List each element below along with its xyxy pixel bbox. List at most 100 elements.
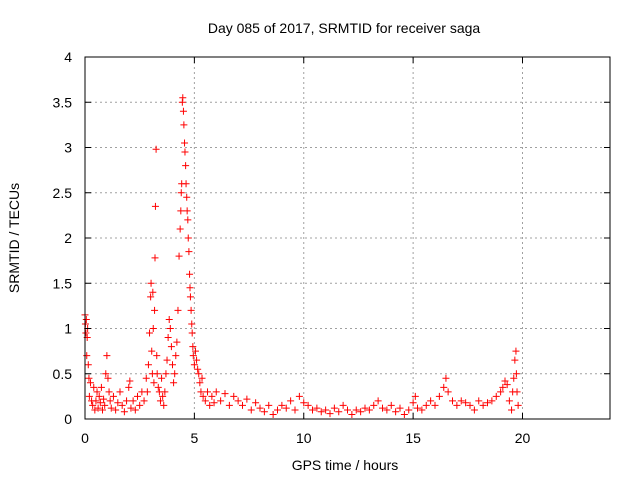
data-point	[99, 406, 106, 414]
data-point	[269, 410, 277, 418]
data-point	[188, 320, 196, 328]
data-point	[164, 334, 172, 342]
x-axis-title: GPS time / hours	[292, 457, 399, 473]
data-point	[440, 383, 448, 391]
chart-title: Day 085 of 2017, SRMTID for receiver sag…	[208, 20, 481, 36]
data-point	[265, 401, 273, 409]
data-point	[162, 370, 170, 378]
data-point	[181, 148, 189, 156]
data-point	[422, 401, 430, 409]
data-point	[206, 401, 214, 409]
data-point	[159, 392, 167, 400]
data-point	[148, 347, 156, 355]
data-point	[114, 399, 122, 407]
data-point	[196, 379, 204, 387]
data-point	[156, 397, 164, 405]
data-point	[365, 406, 373, 414]
data-point	[387, 401, 395, 409]
data-point	[182, 180, 190, 188]
data-point	[160, 401, 168, 409]
data-point	[151, 202, 159, 210]
data-point	[239, 401, 246, 409]
data-point	[383, 406, 391, 414]
data-point	[184, 234, 192, 242]
data-point	[143, 388, 151, 396]
data-point	[361, 404, 369, 412]
data-point	[129, 397, 137, 405]
data-point	[210, 399, 218, 407]
data-point	[396, 404, 404, 412]
data-point	[514, 401, 522, 409]
data-point	[149, 288, 157, 296]
data-point	[144, 361, 152, 369]
data-point	[201, 397, 209, 405]
data-point	[172, 352, 180, 360]
data-point	[511, 356, 519, 364]
data-point	[449, 397, 456, 405]
data-point	[282, 404, 290, 412]
data-point	[435, 392, 443, 400]
x-tick-label: 15	[405, 430, 421, 446]
data-point	[287, 397, 295, 405]
data-point	[221, 390, 229, 398]
data-point	[97, 383, 105, 391]
data-point	[170, 379, 178, 387]
data-point	[125, 383, 133, 391]
x-tick-label: 5	[190, 430, 198, 446]
data-point	[153, 352, 161, 360]
data-point	[247, 406, 255, 414]
data-point	[492, 392, 500, 400]
data-point	[501, 377, 509, 385]
data-point	[166, 325, 174, 332]
data-point	[136, 401, 144, 409]
data-point	[339, 401, 347, 409]
data-point	[186, 270, 194, 278]
data-point	[405, 406, 413, 414]
data-point	[177, 207, 185, 215]
data-point	[107, 404, 115, 412]
data-point	[134, 392, 141, 400]
data-point	[488, 397, 496, 405]
data-point	[151, 254, 159, 262]
data-point	[184, 216, 192, 224]
data-point	[411, 392, 419, 400]
x-tick-label: 0	[81, 430, 89, 446]
data-point	[116, 388, 124, 396]
data-point	[409, 399, 417, 407]
data-point	[186, 284, 194, 292]
data-point	[195, 370, 203, 378]
data-point	[189, 352, 197, 360]
data-point	[161, 388, 169, 396]
data-point	[147, 279, 155, 287]
data-point	[174, 306, 182, 314]
data-point	[322, 406, 330, 414]
data-point	[335, 408, 343, 416]
data-point	[167, 343, 175, 351]
data-point	[470, 406, 478, 414]
data-point	[188, 329, 196, 337]
data-point	[357, 408, 365, 416]
data-point	[151, 306, 159, 314]
y-tick-label: 2.5	[53, 185, 73, 201]
data-point	[177, 189, 185, 197]
data-point	[154, 383, 162, 391]
data-point	[352, 406, 360, 414]
data-point	[326, 410, 334, 418]
y-tick-label: 1.5	[53, 275, 73, 291]
data-point	[105, 388, 113, 396]
data-point	[152, 145, 160, 153]
data-point	[278, 401, 286, 409]
data-point	[127, 404, 135, 412]
data-point	[379, 404, 386, 412]
data-point	[85, 374, 93, 382]
data-point	[102, 370, 110, 378]
data-point	[304, 401, 312, 409]
data-point	[186, 293, 194, 301]
data-point	[225, 401, 233, 409]
data-point	[169, 361, 176, 369]
data-point	[260, 408, 268, 416]
data-point	[189, 343, 197, 351]
grid-layer	[85, 57, 610, 419]
data-point	[140, 397, 148, 405]
